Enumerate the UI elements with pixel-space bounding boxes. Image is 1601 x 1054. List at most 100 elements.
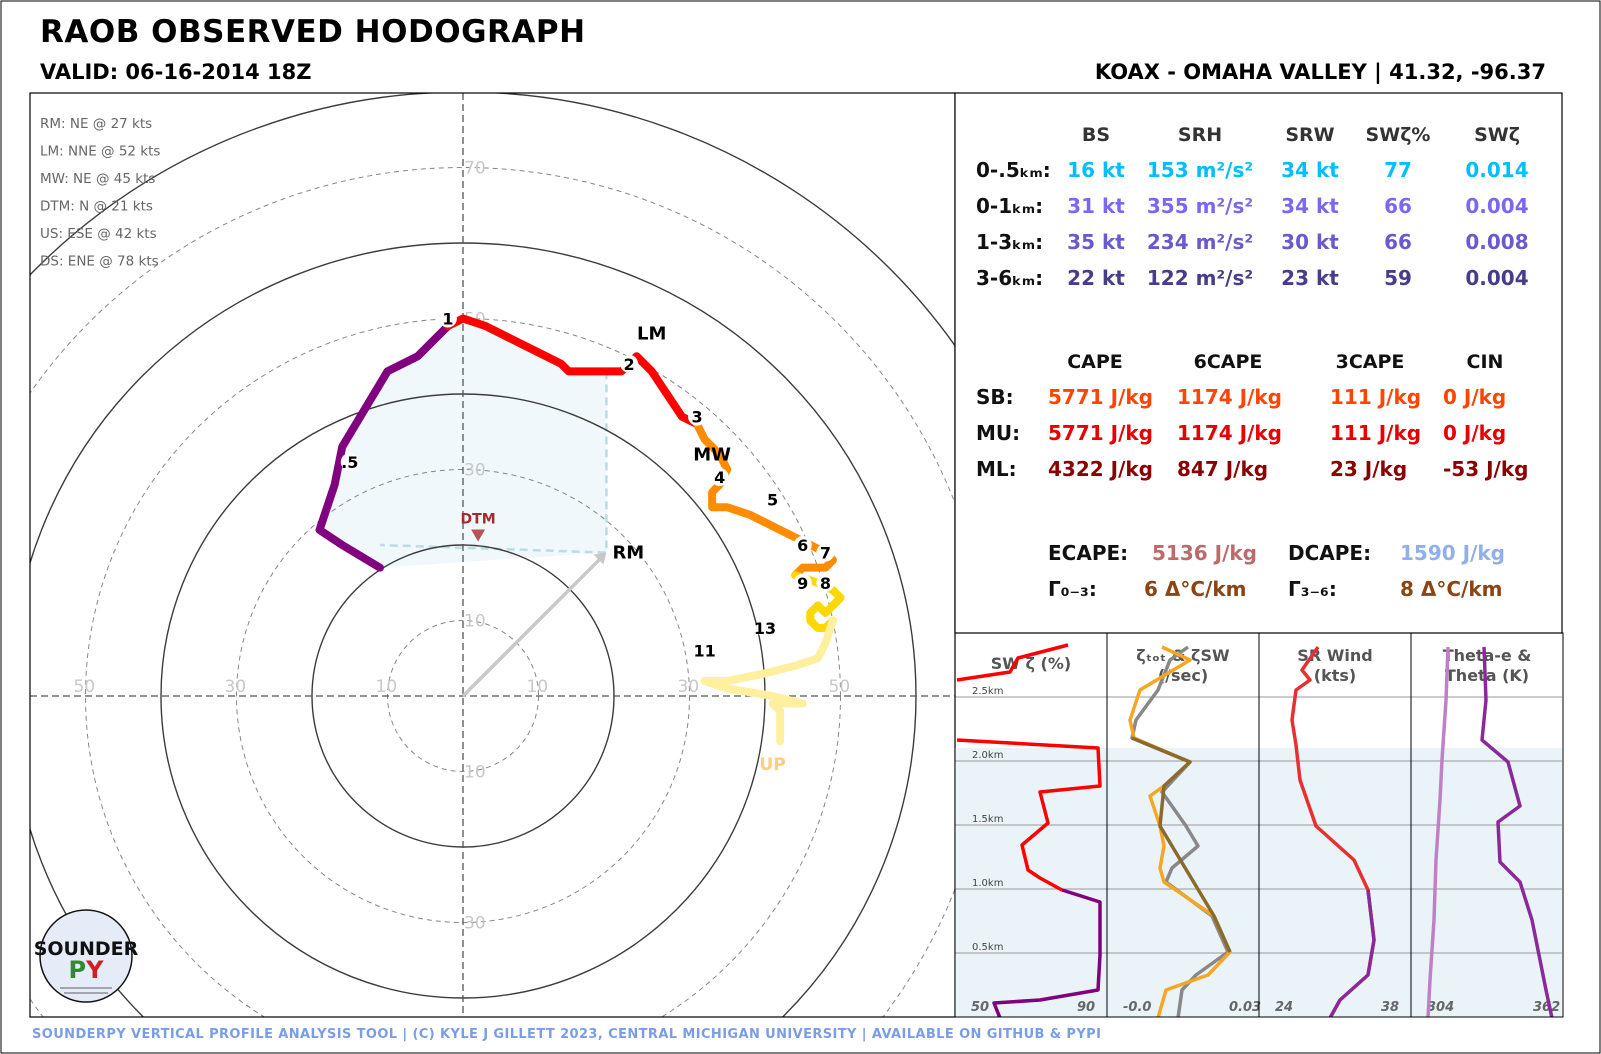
srh-outline	[379, 371, 608, 554]
kinematic-header: SRW	[1285, 124, 1334, 146]
height-label: 2.5km	[972, 686, 1003, 697]
kinematic-value: 35 kt	[1067, 230, 1125, 254]
kinematic-header: SRH	[1178, 124, 1222, 146]
u-tick-label: 30	[225, 677, 247, 697]
thermo-row-label: ML:	[976, 457, 1017, 481]
swzeta-upper	[956, 643, 1069, 682]
kinematic-value: 59	[1384, 266, 1412, 290]
logo-letter-y: Y	[85, 956, 104, 984]
thermo-header: CIN	[1467, 351, 1504, 373]
height-marker-bg	[793, 536, 812, 554]
thermo-value: 1174 J/kg	[1177, 385, 1282, 409]
logo-badge	[39, 909, 133, 1003]
logo-letter-p: P	[69, 956, 87, 984]
kinematic-value: 122 m²/s²	[1147, 266, 1253, 290]
lapse-rate-36-label: Γ₃₋₆:	[1288, 577, 1337, 601]
thermo-value: 23 J/kg	[1330, 457, 1407, 481]
thermo-value: 4322 J/kg	[1048, 457, 1153, 481]
motion-legend-item: RM: NE @ 27 kts	[40, 116, 152, 132]
height-marker-bg	[695, 641, 714, 660]
height-label: 1.5km	[972, 814, 1003, 825]
kinematic-value: 0.004	[1465, 266, 1528, 290]
swzeta-purple	[992, 888, 1102, 1017]
panel-xtick: 362	[1533, 1000, 1560, 1015]
kinematic-header: SWζ%	[1366, 124, 1431, 146]
hodograph-trace-4	[700, 616, 837, 746]
zeta-overlap	[1131, 736, 1232, 953]
kinematic-row-label: 0-1ₖₘ:	[976, 194, 1043, 218]
panel-title: Theta (K)	[1445, 666, 1529, 685]
motion-label-rm: RM	[612, 543, 644, 564]
motion-label-lm: LM	[637, 324, 666, 345]
panel-xtick: 24	[1275, 1000, 1293, 1015]
kinematic-value: 31 kt	[1067, 194, 1125, 218]
height-marker-bg	[438, 309, 457, 328]
kinematic-header: BS	[1082, 124, 1110, 146]
height-marker-label: 1	[442, 310, 453, 329]
motion-legend-item: LM: NNE @ 52 kts	[40, 144, 160, 160]
hodograph-trace-0	[315, 322, 452, 572]
ecape-label: ECAPE:	[1048, 541, 1128, 565]
height-marker-bg	[756, 619, 774, 638]
theta-e	[1480, 646, 1554, 1017]
thermo-value: 111 J/kg	[1330, 385, 1421, 409]
thermo-header: 6CAPE	[1194, 351, 1263, 373]
height-marker-label: 6	[797, 536, 808, 555]
height-marker-label: 4	[714, 468, 725, 487]
kinematic-value: 16 kt	[1067, 158, 1125, 182]
panel-xtick: 38	[1381, 1000, 1399, 1015]
hodograph-trace-1	[443, 314, 702, 429]
kinematic-value: 66	[1384, 230, 1412, 254]
footer-credit: SOUNDERPY VERTICAL PROFILE ANALYSIS TOOL…	[32, 1027, 1102, 1042]
dtm-marker	[471, 529, 486, 542]
lapse-rate-03-value: 6 Δ°C/km	[1144, 577, 1246, 601]
height-label: 0.5km	[972, 942, 1003, 953]
motion-legend-item: DS: ENE @ 78 kts	[40, 254, 159, 270]
height-marker-label: 8	[820, 574, 831, 593]
panel-xtick: 304	[1427, 1000, 1454, 1015]
logo-text-py: PY	[69, 956, 105, 984]
kinematic-value: 153 m²/s²	[1147, 158, 1253, 182]
height-marker-bg	[620, 354, 639, 373]
kinematic-value: 234 m²/s²	[1147, 230, 1253, 254]
height-marker-bg	[816, 573, 835, 592]
sr-wind-purple	[1328, 889, 1376, 1017]
v-tick-label: 10	[464, 612, 486, 632]
storm-motion-arrowhead	[593, 552, 607, 565]
kinematic-row-label: 3-6ₖₘ:	[976, 266, 1043, 290]
height-marker-label: 3	[691, 408, 702, 427]
swzeta-red	[956, 738, 1102, 892]
thermo-value: 0 J/kg	[1443, 421, 1506, 445]
v-tick-label: 30	[464, 914, 486, 934]
kinematic-value: 34 kt	[1281, 158, 1339, 182]
kinematic-value: 30 kt	[1281, 230, 1339, 254]
v-tick-label: 70	[464, 159, 486, 179]
height-marker-bg	[688, 407, 707, 426]
motion-legend-item: US: ESE @ 42 kts	[40, 226, 157, 242]
lapse-rate-36-value: 8 Δ°C/km	[1400, 577, 1502, 601]
kinematic-value: 23 kt	[1281, 266, 1339, 290]
motion-legend-item: DTM: N @ 21 kts	[40, 199, 153, 215]
kinematic-value: 0.014	[1465, 158, 1528, 182]
height-marker-bg	[763, 490, 782, 509]
dcape-value: 1590 J/kg	[1400, 541, 1505, 565]
thermo-header: 3CAPE	[1336, 351, 1405, 373]
thermo-value: 111 J/kg	[1330, 421, 1421, 445]
panel-xtick: 50	[971, 1000, 989, 1015]
valid-time: VALID: 06-16-2014 18Z	[40, 60, 312, 84]
kinematic-value: 34 kt	[1281, 194, 1339, 218]
kinematic-row-label: 1-3ₖₘ:	[976, 230, 1043, 254]
u-tick-label: 10	[376, 677, 398, 697]
u-tick-label: 30	[678, 677, 700, 697]
panel-xtick: -0.0	[1123, 1000, 1151, 1015]
panel-xtick: 90	[1077, 1000, 1095, 1015]
kinematic-header: SWζ	[1474, 124, 1520, 146]
kinematic-row-label: 0-.5ₖₘ:	[976, 158, 1051, 182]
panel-frame	[1410, 632, 1564, 1018]
height-marker-bg	[793, 573, 812, 592]
height-marker-bg	[340, 452, 359, 471]
kinematic-value: 77	[1384, 158, 1412, 182]
motion-label-mw: MW	[693, 444, 731, 465]
